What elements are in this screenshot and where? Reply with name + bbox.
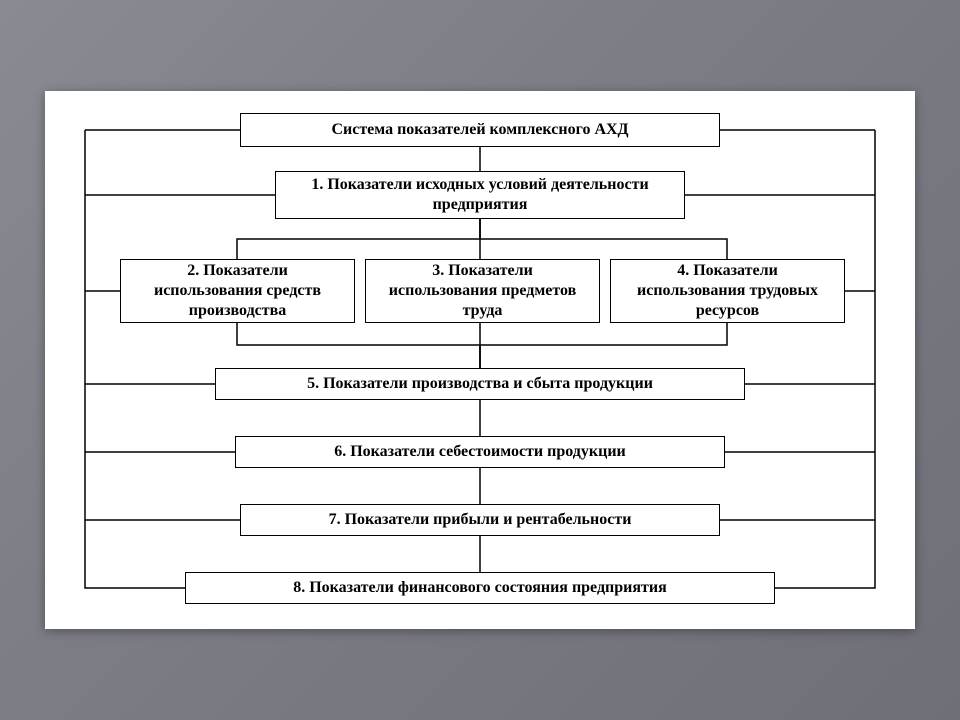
node-n2: 2. Показатели использования средств прои… [120, 259, 355, 323]
node-n4: 4. Показатели использования трудовых рес… [610, 259, 845, 323]
node-n7: 7. Показатели прибыли и рентабельности [240, 504, 720, 536]
node-n1: 1. Показатели исходных условий деятельно… [275, 171, 685, 219]
node-label: 3. Показатели использования предметов тр… [376, 261, 589, 321]
node-label: Система показателей комплексного АХД [331, 120, 628, 140]
node-label: 5. Показатели производства и сбыта проду… [307, 374, 653, 394]
node-label: 7. Показатели прибыли и рентабельности [329, 510, 632, 530]
node-label: 1. Показатели исходных условий деятельно… [286, 175, 674, 215]
node-label: 4. Показатели использования трудовых рес… [621, 261, 834, 321]
diagram-sheet: Система показателей комплексного АХД 1. П… [45, 91, 915, 629]
node-n6: 6. Показатели себестоимости продукции [235, 436, 725, 468]
node-label: 8. Показатели финансового состояния пред… [293, 578, 667, 598]
connector [237, 219, 480, 259]
connector [237, 323, 480, 368]
node-label: 6. Показатели себестоимости продукции [334, 442, 626, 462]
connector [480, 219, 727, 259]
node-label: 2. Показатели использования средств прои… [131, 261, 344, 321]
node-title: Система показателей комплексного АХД [240, 113, 720, 147]
node-n5: 5. Показатели производства и сбыта проду… [215, 368, 745, 400]
connector [480, 323, 727, 368]
node-n8: 8. Показатели финансового состояния пред… [185, 572, 775, 604]
node-n3: 3. Показатели использования предметов тр… [365, 259, 600, 323]
